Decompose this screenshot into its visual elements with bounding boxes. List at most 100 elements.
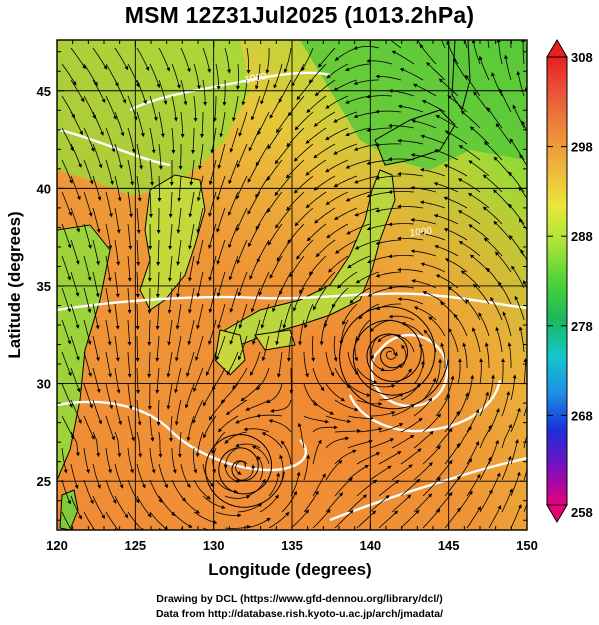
streamline (510, 504, 522, 529)
streamline (245, 399, 270, 411)
streamline (187, 319, 195, 346)
streamline (193, 367, 204, 393)
streamline (354, 239, 380, 250)
streamline (232, 367, 248, 390)
streamline (149, 447, 156, 474)
streamline (496, 40, 503, 65)
streamline (523, 404, 527, 417)
x-tick-label: 150 (516, 538, 538, 553)
streamline (217, 415, 239, 433)
streamline (313, 111, 336, 127)
streamline (458, 145, 481, 161)
y-tick-label: 35 (37, 279, 51, 294)
streamline (174, 399, 182, 426)
streamline (180, 79, 188, 106)
streamline (314, 207, 336, 224)
streamline (70, 207, 80, 233)
x-tick-label: 140 (359, 538, 381, 553)
streamline (196, 175, 204, 202)
streamline (212, 96, 217, 122)
streamline (286, 191, 305, 211)
streamline (502, 311, 512, 337)
y-tick-label: 30 (37, 377, 51, 392)
streamline (105, 127, 116, 153)
streamline (171, 511, 193, 528)
streamline (356, 319, 371, 342)
streamline (114, 431, 122, 458)
streamline (171, 63, 181, 89)
streamline (127, 255, 132, 282)
streamline (345, 95, 371, 104)
streamline (266, 191, 283, 214)
streamline (319, 319, 327, 346)
streamline (378, 363, 403, 372)
streamline (410, 153, 437, 161)
streamline (286, 127, 305, 148)
streamline (238, 111, 248, 137)
streamline (216, 175, 226, 201)
streamline (483, 237, 503, 257)
streamline (335, 239, 358, 254)
streamline (291, 63, 305, 87)
streamline (520, 249, 527, 262)
streamline (334, 449, 357, 465)
streamline (235, 175, 248, 200)
streamline (325, 415, 352, 424)
x-tick-label: 120 (46, 538, 68, 553)
streamline (366, 159, 393, 166)
streamline (61, 415, 75, 440)
streamline (136, 399, 142, 426)
streamline (228, 159, 239, 185)
streamline (279, 271, 292, 296)
streamline (472, 327, 481, 353)
streamline (303, 490, 319, 513)
streamline (215, 335, 226, 361)
streamline (266, 159, 283, 182)
streamline (312, 425, 338, 433)
credit-line-data: Data from http://database.rish.kyoto-u.a… (155, 608, 444, 620)
streamline (369, 383, 396, 389)
streamline (494, 251, 512, 273)
streamline (237, 503, 263, 513)
streamline (419, 43, 437, 65)
streamline (250, 287, 261, 313)
streamline (526, 310, 527, 316)
streamline (61, 159, 73, 184)
streamline (347, 383, 371, 397)
streamline (114, 463, 124, 489)
streamline (236, 143, 248, 169)
streamline (216, 271, 226, 298)
streamline (127, 223, 133, 250)
streamline (92, 367, 101, 394)
streamline (292, 287, 305, 312)
streamline (193, 95, 198, 122)
streamline (342, 303, 358, 326)
streamline (228, 223, 239, 249)
streamline (209, 399, 226, 421)
streamline (460, 270, 481, 289)
contour-label: 1000 (244, 71, 268, 86)
streamline (469, 126, 490, 145)
streamline (488, 504, 502, 529)
streamline (325, 492, 344, 513)
streamline (326, 63, 349, 79)
streamline (114, 47, 129, 71)
contour-label: 1000 (409, 226, 433, 239)
streamline (135, 303, 140, 330)
streamline (293, 175, 314, 194)
streamline (313, 175, 336, 191)
streamline (158, 495, 176, 517)
streamline (228, 255, 239, 281)
streamline (275, 319, 283, 346)
streamline (232, 95, 239, 122)
streamline (268, 419, 292, 433)
streamline (227, 191, 239, 217)
streamline (83, 223, 92, 250)
streamline (174, 335, 182, 362)
streamline (378, 393, 404, 401)
streamline (70, 495, 82, 520)
streamline (444, 475, 461, 497)
streamline (438, 78, 459, 97)
streamline (135, 335, 140, 362)
streamline (328, 255, 349, 273)
